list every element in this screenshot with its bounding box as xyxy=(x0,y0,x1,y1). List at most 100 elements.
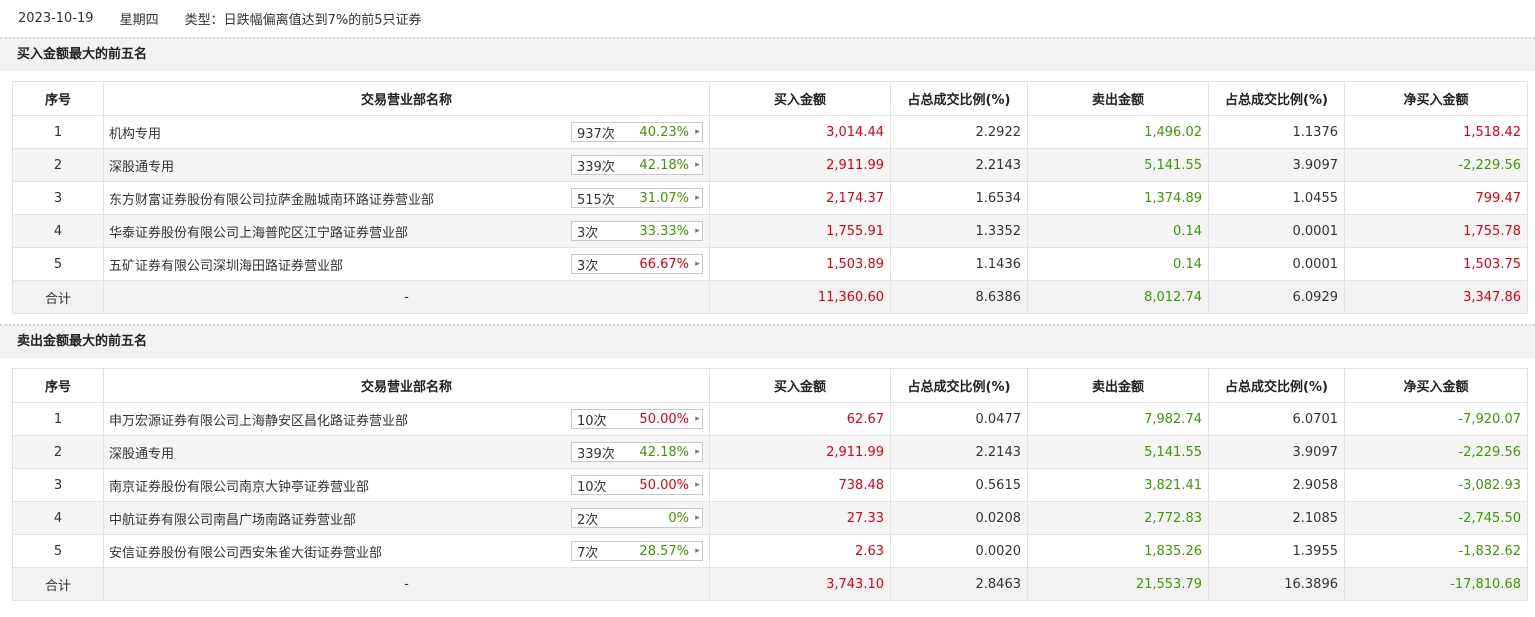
branch-name-link[interactable]: 安信证券股份有限公司西安朱雀大街证券营业部 xyxy=(109,545,383,561)
sell-amount: 3,821.41 xyxy=(1027,468,1209,502)
date-label: 2023-10-19 xyxy=(18,11,94,26)
col-header-net: 净买入金额 xyxy=(1344,368,1528,403)
sell-ratio: 2.9058 xyxy=(1208,468,1345,502)
weekday-label: 星期四 xyxy=(119,13,159,28)
row-number: 4 xyxy=(12,214,104,248)
buy-ratio: 1.6534 xyxy=(890,181,1028,215)
table-header-row: 序号 交易营业部名称 买入金额 占总成交比例(%) 卖出金额 占总成交比例(%)… xyxy=(12,81,1528,116)
buy-ratio: 1.1436 xyxy=(890,247,1028,281)
buy-amount: 1,755.91 xyxy=(709,214,891,248)
listing-count: 7次 xyxy=(577,545,599,561)
sell-ratio: 3.9097 xyxy=(1208,148,1345,182)
total-buy-amount: 11,360.60 xyxy=(709,280,891,314)
sell-amount: 5,141.55 xyxy=(1027,148,1209,182)
row-number: 1 xyxy=(12,115,104,149)
row-number: 5 xyxy=(12,247,104,281)
sell-section-title: 卖出金额最大的前五名 xyxy=(0,324,1535,358)
caret-right-icon: ▸ xyxy=(695,259,700,269)
branch-name-link[interactable]: 南京证券股份有限公司南京大钟亭证券营业部 xyxy=(109,479,370,495)
net-amount: -2,229.56 xyxy=(1344,435,1528,469)
listing-count: 515次 xyxy=(577,192,615,208)
branch-cell: 东方财富证券股份有限公司拉萨金融城南环路证券营业部 515次 31.07% ▸ xyxy=(103,181,710,215)
caret-right-icon: ▸ xyxy=(695,513,700,523)
table-row: 2 深股通专用 339次 42.18% ▸ 2,911.99 2.2143 5,141.55 3… xyxy=(12,148,1528,182)
branch-cell: 深股通专用 339次 42.18% ▸ xyxy=(103,148,710,182)
row-number: 1 xyxy=(12,402,104,436)
table-row: 2 深股通专用 339次 42.18% ▸ 2,911.99 2.2143 5,141.55 3… xyxy=(12,435,1528,469)
win-rate: 50.00% xyxy=(639,411,689,427)
listing-stats-badge[interactable]: 339次 42.18% ▸ xyxy=(571,155,703,175)
table-row: 1 机构专用 937次 40.23% ▸ 3,014.44 2.2922 1,496.02 1.… xyxy=(12,115,1528,149)
col-header-buy: 买入金额 xyxy=(709,368,891,403)
net-amount: -2,229.56 xyxy=(1344,148,1528,182)
listing-count: 2次 xyxy=(577,512,599,528)
total-row: 合计 -3,743.10 2.8463 21,553.79 16.3896 -17,810… xyxy=(12,567,1528,601)
total-buy-ratio: 2.8463 xyxy=(890,567,1028,601)
branch-name-link[interactable]: 机构专用 xyxy=(109,126,162,142)
net-amount: -1,832.62 xyxy=(1344,534,1528,568)
row-number: 3 xyxy=(12,468,104,502)
buy-amount: 2,911.99 xyxy=(709,148,891,182)
col-header-branch: 交易营业部名称 xyxy=(103,81,710,116)
listing-count: 10次 xyxy=(577,413,607,429)
win-rate: 33.33% xyxy=(639,223,689,239)
branch-name-link[interactable]: 华泰证券股份有限公司上海普陀区江宁路证券营业部 xyxy=(109,225,409,241)
total-row: 合计 -11,360.60 8.6386 8,012.74 6.0929 3,347.86 xyxy=(12,280,1528,314)
sell-amount: 7,982.74 xyxy=(1027,402,1209,436)
win-rate: 50.00% xyxy=(639,477,689,493)
col-header-buy: 买入金额 xyxy=(709,81,891,116)
table-row: 3 南京证券股份有限公司南京大钟亭证券营业部 10次 50.00% ▸ 738.48 0.5… xyxy=(12,468,1528,502)
listing-stats-badge[interactable]: 2次 0% ▸ xyxy=(571,508,703,528)
total-buy-amount: 3,743.10 xyxy=(709,567,891,601)
listing-stats-badge[interactable]: 515次 31.07% ▸ xyxy=(571,188,703,208)
listing-stats-badge[interactable]: 10次 50.00% ▸ xyxy=(571,409,703,429)
total-sell-ratio: 6.0929 xyxy=(1208,280,1345,314)
buy-amount: 1,503.89 xyxy=(709,247,891,281)
col-header-buy-ratio: 占总成交比例(%) xyxy=(890,368,1028,403)
listing-stats-badge[interactable]: 3次 66.67% ▸ xyxy=(571,254,703,274)
branch-cell: 安信证券股份有限公司西安朱雀大街证券营业部 7次 28.57% ▸ xyxy=(103,534,710,568)
branch-name-link[interactable]: 申万宏源证券有限公司上海静安区昌化路证券营业部 xyxy=(109,413,409,429)
caret-right-icon: ▸ xyxy=(695,414,700,424)
buy-amount: 27.33 xyxy=(709,501,891,535)
sell-amount: 5,141.55 xyxy=(1027,435,1209,469)
buy-ratio: 0.0208 xyxy=(890,501,1028,535)
listing-stats-badge[interactable]: 339次 42.18% ▸ xyxy=(571,442,703,462)
branch-name-link[interactable]: 中航证券有限公司南昌广场南路证券营业部 xyxy=(109,512,357,528)
sell-table: 序号 交易营业部名称 买入金额 占总成交比例(%) 卖出金额 占总成交比例(%)… xyxy=(12,368,1528,601)
branch-name-link[interactable]: 深股通专用 xyxy=(109,446,175,462)
listing-stats-badge[interactable]: 10次 50.00% ▸ xyxy=(571,475,703,495)
win-rate: 28.57% xyxy=(639,543,689,559)
col-header-sell: 卖出金额 xyxy=(1027,81,1209,116)
listing-stats-badge[interactable]: 3次 33.33% ▸ xyxy=(571,221,703,241)
row-number: 2 xyxy=(12,435,104,469)
branch-name-link[interactable]: 深股通专用 xyxy=(109,159,175,175)
type-label: 类型：日跌幅偏离值达到7%的前5只证券 xyxy=(184,13,422,28)
listing-stats-badge[interactable]: 937次 40.23% ▸ xyxy=(571,122,703,142)
buy-ratio: 0.0477 xyxy=(890,402,1028,436)
branch-name-link[interactable]: 东方财富证券股份有限公司拉萨金融城南环路证券营业部 xyxy=(109,192,435,208)
listing-stats-badge[interactable]: 7次 28.57% ▸ xyxy=(571,541,703,561)
col-header-sell: 卖出金额 xyxy=(1027,368,1209,403)
sell-amount: 2,772.83 xyxy=(1027,501,1209,535)
col-header-no: 序号 xyxy=(12,81,104,116)
net-amount: -2,745.50 xyxy=(1344,501,1528,535)
table-row: 1 申万宏源证券有限公司上海静安区昌化路证券营业部 10次 50.00% ▸ 62.67 0… xyxy=(12,402,1528,436)
buy-amount: 2,174.37 xyxy=(709,181,891,215)
caret-right-icon: ▸ xyxy=(695,546,700,556)
buy-ratio: 0.5615 xyxy=(890,468,1028,502)
sell-ratio: 2.1085 xyxy=(1208,501,1345,535)
listing-count: 937次 xyxy=(577,126,615,142)
buy-amount: 3,014.44 xyxy=(709,115,891,149)
sell-ratio: 3.9097 xyxy=(1208,435,1345,469)
net-amount: 1,755.78 xyxy=(1344,214,1528,248)
listing-count: 339次 xyxy=(577,159,615,175)
win-rate: 42.18% xyxy=(639,444,689,460)
total-sell-ratio: 16.3896 xyxy=(1208,567,1345,601)
branch-name-link[interactable]: 五矿证券有限公司深圳海田路证券营业部 xyxy=(109,258,344,274)
sell-amount: 0.14 xyxy=(1027,214,1209,248)
table-row: 5 安信证券股份有限公司西安朱雀大街证券营业部 7次 28.57% ▸ 2.63 0.002… xyxy=(12,534,1528,568)
branch-cell: 深股通专用 339次 42.18% ▸ xyxy=(103,435,710,469)
caret-right-icon: ▸ xyxy=(695,160,700,170)
listing-count: 10次 xyxy=(577,479,607,495)
